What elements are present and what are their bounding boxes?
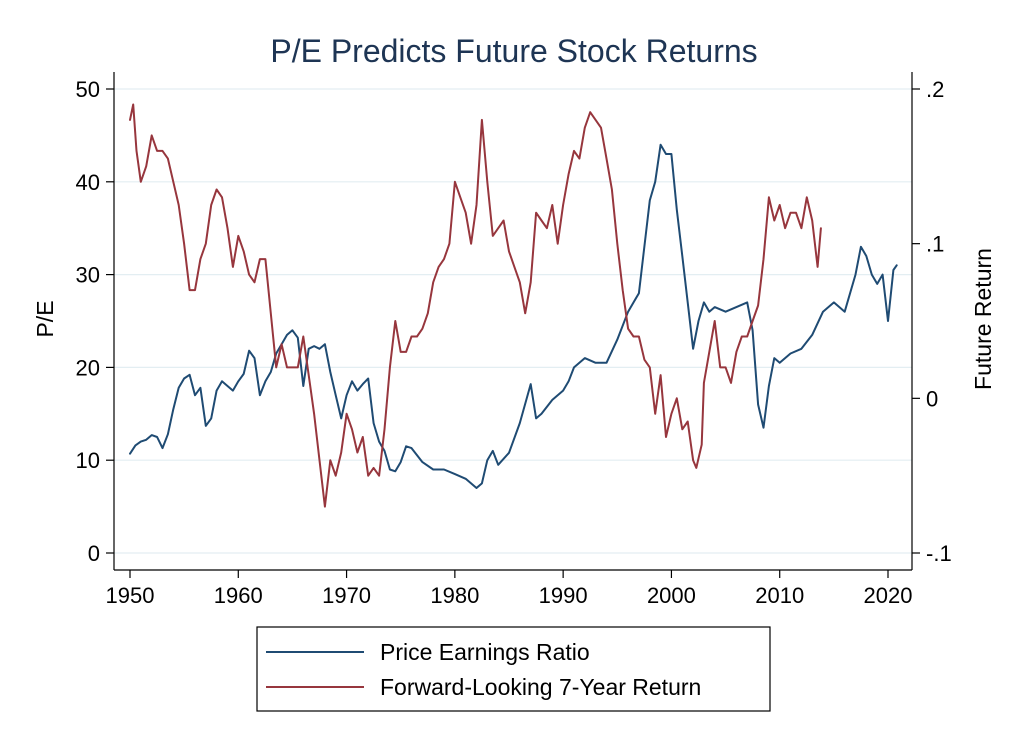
y-tick-label-right: -.1 bbox=[926, 541, 952, 566]
series-line-pe bbox=[129, 143, 898, 489]
x-tick-label: 2020 bbox=[864, 583, 913, 608]
x-tick-label: 1950 bbox=[106, 583, 155, 608]
series bbox=[129, 103, 898, 508]
legend-label-return: Forward-Looking 7-Year Return bbox=[380, 674, 701, 700]
y-tick-label-right: .1 bbox=[926, 232, 944, 257]
x-tick-label: 2000 bbox=[647, 583, 696, 608]
y-tick-label-left: 10 bbox=[76, 448, 100, 473]
y-tick-label-left: 40 bbox=[76, 170, 100, 195]
legend: Price Earnings Ratio Forward-Looking 7-Y… bbox=[256, 626, 771, 712]
chart-title: P/E Predicts Future Stock Returns bbox=[270, 33, 757, 69]
legend-label-pe: Price Earnings Ratio bbox=[380, 639, 590, 665]
axes: 0 10 20 30 40 50 -.1 0 .1 .2 1950 1960 1970 1980 1990 2… bbox=[76, 72, 952, 608]
x-tick-label: 2010 bbox=[755, 583, 804, 608]
grid bbox=[114, 88, 912, 554]
y-tick-label-right: .2 bbox=[926, 77, 944, 102]
x-tick-label: 1960 bbox=[214, 583, 263, 608]
y-tick-label-left: 0 bbox=[88, 541, 100, 566]
y-axis-label-right: Future Return bbox=[970, 248, 996, 390]
y-tick-label-right: 0 bbox=[926, 386, 938, 411]
y-tick-label-left: 30 bbox=[76, 263, 100, 288]
y-tick-label-left: 20 bbox=[76, 355, 100, 380]
y-axis-label-left: P/E bbox=[32, 300, 58, 337]
series-line-return bbox=[129, 103, 822, 508]
x-tick-label: 1980 bbox=[430, 583, 479, 608]
legend-box bbox=[256, 626, 771, 712]
x-tick-label: 1970 bbox=[322, 583, 371, 608]
x-tick-label: 1990 bbox=[539, 583, 588, 608]
y-tick-label-left: 50 bbox=[76, 77, 100, 102]
